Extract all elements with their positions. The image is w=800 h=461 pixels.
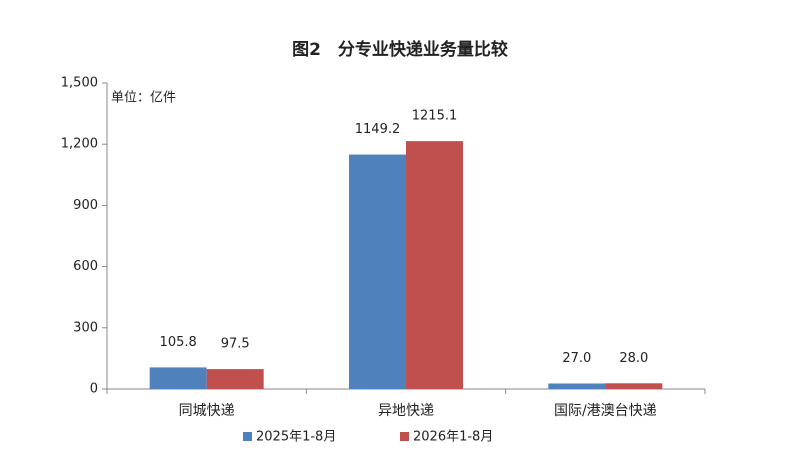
bar xyxy=(605,383,663,389)
unit-label: 单位：亿件 xyxy=(111,91,176,106)
bar xyxy=(149,367,207,389)
y-tick-label: 600 xyxy=(73,259,98,274)
value-label: 105.8 xyxy=(160,335,197,350)
x-tick-label: 国际/港澳台快递 xyxy=(554,403,657,419)
value-label: 1149.2 xyxy=(355,122,401,137)
y-tick-label: 1,200 xyxy=(61,137,98,152)
x-tick-label: 同城快递 xyxy=(179,403,235,419)
y-tick-label: 1,500 xyxy=(61,76,98,91)
value-label: 28.0 xyxy=(619,351,648,366)
y-tick-label: 0 xyxy=(90,382,98,397)
value-label: 97.5 xyxy=(221,337,250,352)
value-label: 27.0 xyxy=(562,351,591,366)
legend-label: 2025年1-8月 xyxy=(256,430,336,445)
legend-swatch xyxy=(243,432,252,441)
y-tick-label: 300 xyxy=(73,320,98,335)
bar xyxy=(548,383,606,389)
y-tick-label: 900 xyxy=(73,198,98,213)
bar xyxy=(349,154,406,389)
bar xyxy=(406,141,463,389)
chart-title: 图2 分专业快递业务量比较 xyxy=(292,39,508,60)
value-label: 1215.1 xyxy=(412,109,458,124)
legend-label: 2026年1-8月 xyxy=(413,430,493,445)
x-tick-label: 异地快递 xyxy=(378,403,434,419)
legend-swatch xyxy=(400,432,409,441)
bar xyxy=(206,369,264,389)
